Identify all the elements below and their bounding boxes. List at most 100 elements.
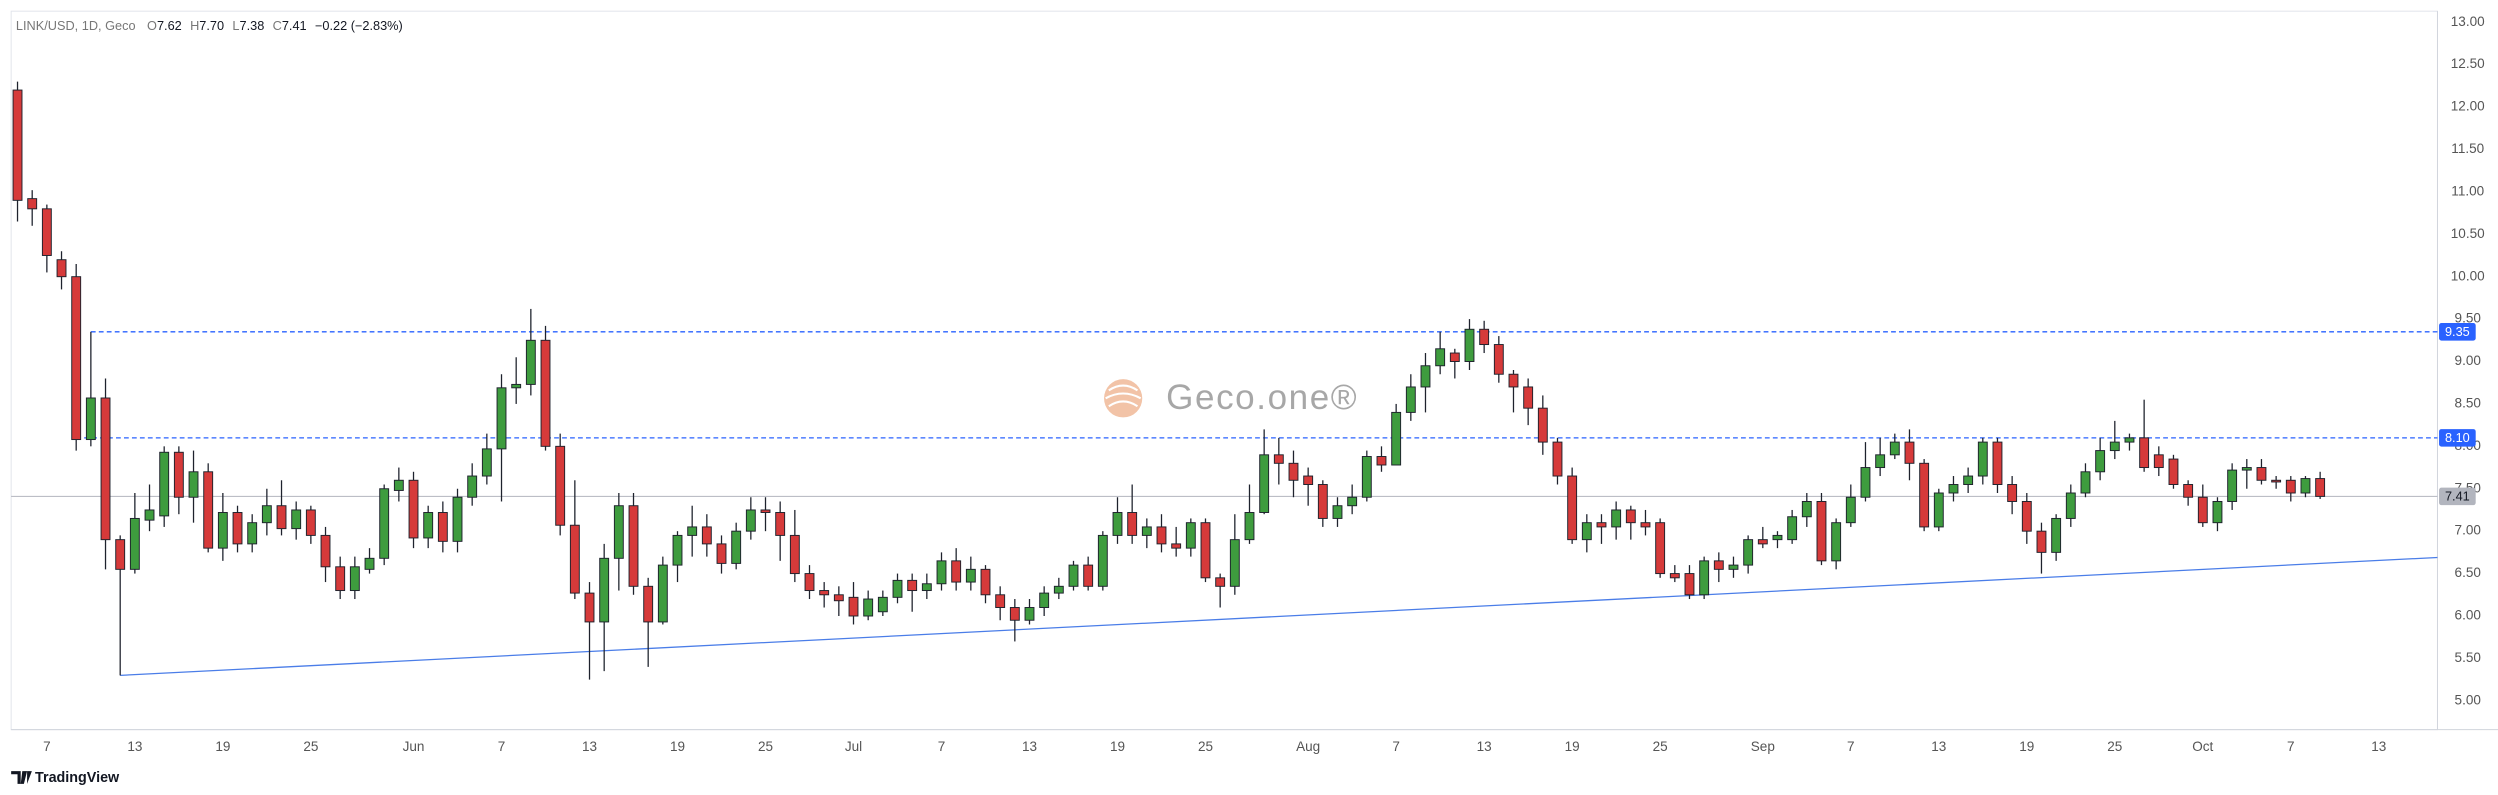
watermark-text: Geco.one® <box>1166 378 1358 417</box>
candle-body <box>2168 458 2179 485</box>
candle-body <box>599 557 610 623</box>
price-box <box>2439 429 2476 447</box>
candle-body <box>1933 492 1944 528</box>
x-tick-label: 7 <box>43 739 51 754</box>
candle-body <box>1391 411 1402 466</box>
candle-body <box>467 475 478 498</box>
ohlc-value: 7.62 <box>157 18 182 33</box>
candle-body <box>1127 512 1138 536</box>
candle-body <box>1977 441 1988 477</box>
candle-body <box>555 445 566 526</box>
candle-body <box>1640 522 1651 528</box>
candle-body <box>2183 484 2194 498</box>
candle-body <box>2036 530 2047 553</box>
x-tick-label: Jul <box>845 739 862 754</box>
candle-body <box>1156 526 1167 545</box>
candle-body <box>2300 478 2311 494</box>
x-tick-label: Aug <box>1296 739 1320 754</box>
price-box-label: 8.10 <box>2445 430 2470 445</box>
candle-body <box>1552 441 1563 477</box>
x-tick-label: 13 <box>2371 739 2386 754</box>
candle-body <box>584 592 595 623</box>
candle-body <box>2021 500 2032 532</box>
header: LINK/USD, 1D, Geco O7.62 H7.70 L7.38 C7.… <box>16 18 403 33</box>
candle-body <box>1273 454 1284 464</box>
candle-body <box>613 505 624 559</box>
candle-body <box>1083 564 1094 587</box>
candle-body <box>41 208 52 256</box>
candle-body <box>2153 454 2164 469</box>
candle-body <box>775 512 786 536</box>
x-tick-label: 7 <box>938 739 946 754</box>
x-tick-label: 19 <box>215 739 230 754</box>
candle-body <box>1420 365 1431 388</box>
y-tick-label: 10.50 <box>2451 226 2485 241</box>
candle-body <box>965 568 976 583</box>
candle-body <box>1596 522 1607 528</box>
x-tick-label: 19 <box>1565 739 1580 754</box>
candle-body <box>2065 492 2076 519</box>
candle-body <box>1229 539 1240 587</box>
y-tick-label: 7.00 <box>2455 523 2481 538</box>
x-tick-label: 19 <box>1110 739 1125 754</box>
x-tick-label: 7 <box>2287 739 2295 754</box>
candle-body <box>657 564 668 623</box>
x-tick-label: 13 <box>1477 739 1492 754</box>
candle-body <box>1347 496 1358 507</box>
y-tick-label: 11.00 <box>2451 183 2484 198</box>
x-tick-label: 25 <box>1198 739 1213 754</box>
candle-body <box>1200 522 1211 579</box>
candle-body <box>701 526 712 545</box>
candle-body <box>1772 534 1783 541</box>
candle-body <box>1537 407 1548 443</box>
y-tick-label: 13.00 <box>2451 14 2485 29</box>
candle-body <box>1332 505 1343 519</box>
candle-body <box>921 583 932 592</box>
candle-body <box>1581 522 1592 541</box>
candle-body <box>335 566 346 592</box>
x-tick-label: 19 <box>2019 739 2034 754</box>
candle-body <box>995 594 1006 608</box>
candle-body <box>833 594 844 602</box>
y-tick-label: 12.50 <box>2451 56 2485 71</box>
x-tick-label: Sep <box>1751 739 1775 754</box>
candle-body <box>1185 522 1196 549</box>
candle-body <box>203 471 214 549</box>
candle-body <box>1992 441 2003 485</box>
plot-frame <box>10 10 2438 731</box>
ohlc-value: 7.41 <box>282 18 307 33</box>
candle-body <box>848 596 859 617</box>
candle-body <box>1743 539 1754 566</box>
candle-body <box>569 524 580 594</box>
candle-body <box>27 198 38 210</box>
candle-body <box>892 579 903 598</box>
candle-body <box>1816 500 1827 562</box>
candle-body <box>1523 386 1534 409</box>
candle-body <box>247 522 258 545</box>
footer-logo <box>11 771 32 784</box>
y-tick-label: 5.00 <box>2455 692 2481 707</box>
footer: TradingView <box>11 770 120 786</box>
candle-body <box>1479 328 1490 346</box>
candle-body <box>525 339 536 385</box>
trendline <box>120 556 2438 677</box>
y-tick-label: 6.50 <box>2455 565 2481 580</box>
candle-body <box>100 397 111 541</box>
candle-body <box>2271 479 2282 483</box>
symbol: LINK/USD, 1D, Geco <box>16 18 136 33</box>
candle-body <box>1963 475 1974 485</box>
candle-body <box>305 509 316 536</box>
x-tick-label: 7 <box>1847 739 1855 754</box>
candle-body <box>1948 484 1959 494</box>
candle-body <box>2109 441 2120 452</box>
candle-body <box>71 276 82 441</box>
price-box-label: 9.35 <box>2445 324 2470 339</box>
candle-body <box>672 534 683 566</box>
candle-body <box>291 509 302 530</box>
candle-body <box>2285 479 2296 494</box>
candle-body <box>159 451 170 517</box>
candle-body <box>1655 522 1666 575</box>
x-tick-label: 13 <box>1022 739 1037 754</box>
